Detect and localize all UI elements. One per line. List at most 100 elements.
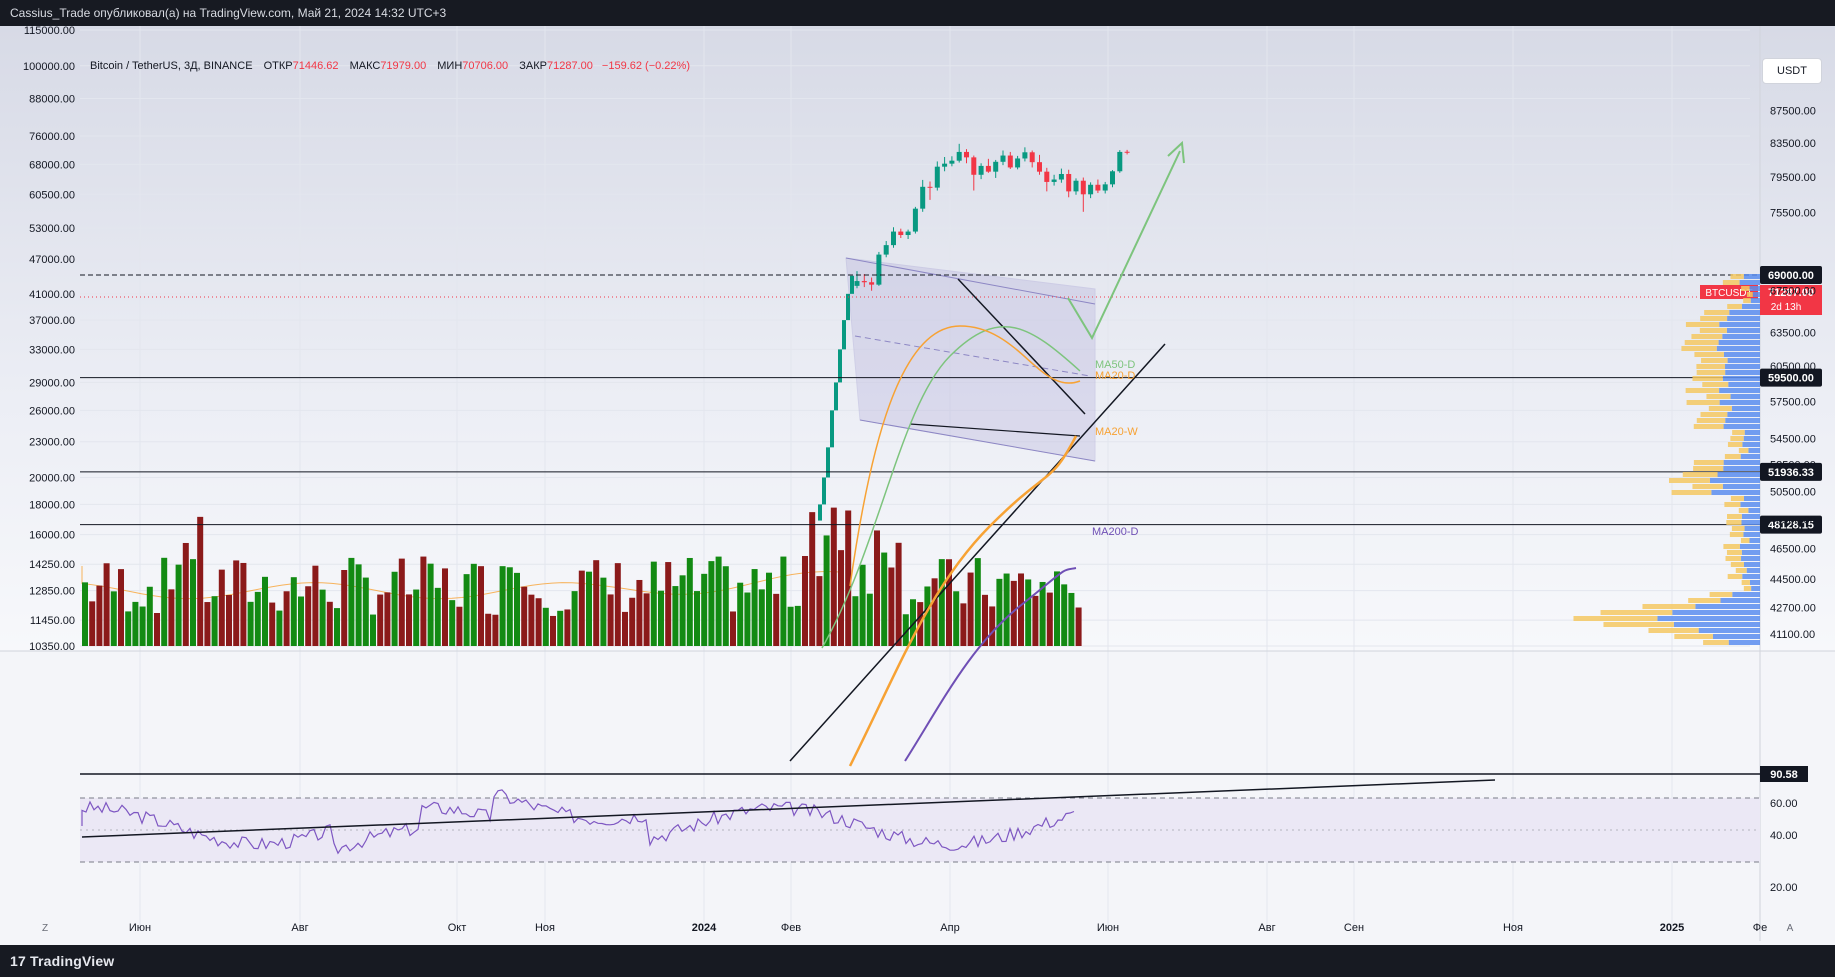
candle-body — [869, 282, 875, 285]
right-axis-tick: 87500.00 — [1770, 105, 1816, 117]
volume-bar — [298, 596, 304, 646]
volume-bar — [319, 589, 326, 646]
x-axis-label: 2024 — [692, 922, 717, 934]
volume-bar — [881, 552, 888, 646]
vp-bar-sell — [1600, 610, 1673, 615]
right-axis-tick: 79500.00 — [1770, 172, 1816, 184]
volume-bar — [665, 562, 672, 646]
volume-bar — [643, 593, 650, 646]
volume-bar — [384, 592, 391, 646]
left-axis-tick: 41000.00 — [29, 289, 75, 301]
vp-bar-sell — [1642, 604, 1696, 609]
candle-body — [1073, 180, 1079, 192]
left-axis-tick: 47000.00 — [29, 254, 75, 266]
x-axis-label: Июн — [129, 922, 151, 934]
volume-bar — [701, 573, 708, 646]
volume-bar — [485, 613, 492, 646]
vp-bar-sell — [1731, 526, 1745, 531]
volume-bar — [809, 512, 816, 646]
vp-bar-sell — [1709, 592, 1733, 597]
candle-body — [1117, 151, 1123, 172]
vp-bar-sell — [1700, 412, 1728, 417]
candle-body — [891, 231, 896, 246]
vp-bar-buy — [1749, 580, 1760, 585]
candle-body — [927, 186, 933, 188]
volume-bar — [830, 507, 837, 646]
volume-bar — [737, 582, 744, 646]
volume-bar — [838, 550, 844, 646]
volume-bar — [132, 601, 139, 646]
chart-area[interactable]: 69000.00 59500.00 51936.33 48128.15 BTCUSDT 7… — [0, 25, 1835, 945]
vp-bar-buy — [1725, 418, 1760, 423]
vp-bar-sell — [1746, 292, 1753, 297]
rally-candle — [846, 293, 850, 321]
volume-bar — [521, 586, 528, 646]
currency-unit-button[interactable]: USDT — [1762, 58, 1822, 84]
vp-bar-sell — [1696, 364, 1726, 369]
vp-bar-buy — [1742, 442, 1760, 447]
vp-bar-buy — [1740, 502, 1760, 507]
vp-bar-buy — [1750, 298, 1760, 303]
vp-bar-buy — [1743, 274, 1760, 279]
rally-candle — [834, 382, 838, 411]
volume-bar — [607, 594, 614, 646]
vp-bar-buy — [1722, 484, 1760, 489]
vp-bar-sell — [1684, 340, 1719, 345]
tradingview-logo[interactable]: 17 TradingView — [10, 953, 114, 969]
vp-bar-buy — [1739, 280, 1760, 285]
volume-bar — [744, 592, 751, 646]
vp-bar-buy — [1740, 454, 1760, 459]
vp-bar-sell — [1735, 568, 1747, 573]
vp-bar-sell — [1738, 448, 1749, 453]
left-axis-tick: 60500.00 — [29, 189, 75, 201]
right-axis-tick: 57500.00 — [1770, 396, 1816, 408]
volume-bar — [931, 578, 938, 646]
chart-svg[interactable]: 69000.00 59500.00 51936.33 48128.15 BTCUSDT 7… — [0, 25, 1835, 945]
candle-body — [1080, 180, 1086, 195]
volume-bar — [823, 535, 830, 646]
legend-close-label: ЗАКР — [519, 60, 547, 72]
volume-bar — [910, 599, 916, 646]
vp-bar-buy — [1749, 538, 1760, 543]
candle-body — [964, 151, 969, 158]
level-tag: 59500.00 — [1768, 373, 1814, 385]
volume-bar — [1039, 581, 1046, 646]
volume-bar — [924, 586, 931, 646]
volume-bar — [974, 558, 981, 646]
volume-bar — [290, 577, 297, 646]
legend-close: 71287.00 — [546, 60, 593, 72]
vp-bar-buy — [1743, 436, 1760, 441]
volume-bar — [953, 591, 960, 646]
vp-bar-buy — [1752, 292, 1760, 297]
vp-bar-sell — [1727, 442, 1743, 447]
volume-bar — [1010, 580, 1017, 646]
vp-bar-sell — [1692, 376, 1723, 381]
volume-bar — [658, 590, 664, 646]
candle-body — [978, 165, 984, 175]
legend-low-label: МИН — [437, 60, 463, 72]
volume-bar — [262, 576, 268, 646]
volume-bar — [103, 563, 110, 646]
level-tag-bg — [1760, 266, 1822, 285]
ma20-d-line — [849, 325, 1081, 587]
vp-bar-sell — [1730, 274, 1744, 279]
volume-bar — [204, 602, 211, 646]
corner-right-button: A — [1787, 923, 1794, 934]
candle-body — [854, 281, 860, 286]
volume-bar — [629, 597, 636, 646]
vp-bar-buy — [1741, 520, 1760, 525]
volume-bar — [269, 602, 276, 646]
left-axis-tick: 23000.00 — [29, 437, 75, 449]
vp-bar-buy — [1743, 496, 1760, 501]
volume-bar — [528, 594, 535, 646]
volume-bar — [82, 582, 88, 646]
vp-bar-buy — [1730, 394, 1760, 399]
x-axis-label: Авг — [291, 922, 308, 934]
vp-bar-buy — [1744, 526, 1760, 531]
left-axis-tick: 68000.00 — [29, 159, 75, 171]
rsi-line — [81, 789, 1075, 855]
vp-bar-buy — [1719, 322, 1760, 327]
volume-bar — [614, 563, 621, 646]
volume-bar — [650, 561, 657, 646]
left-axis-tick: 16000.00 — [29, 530, 75, 542]
